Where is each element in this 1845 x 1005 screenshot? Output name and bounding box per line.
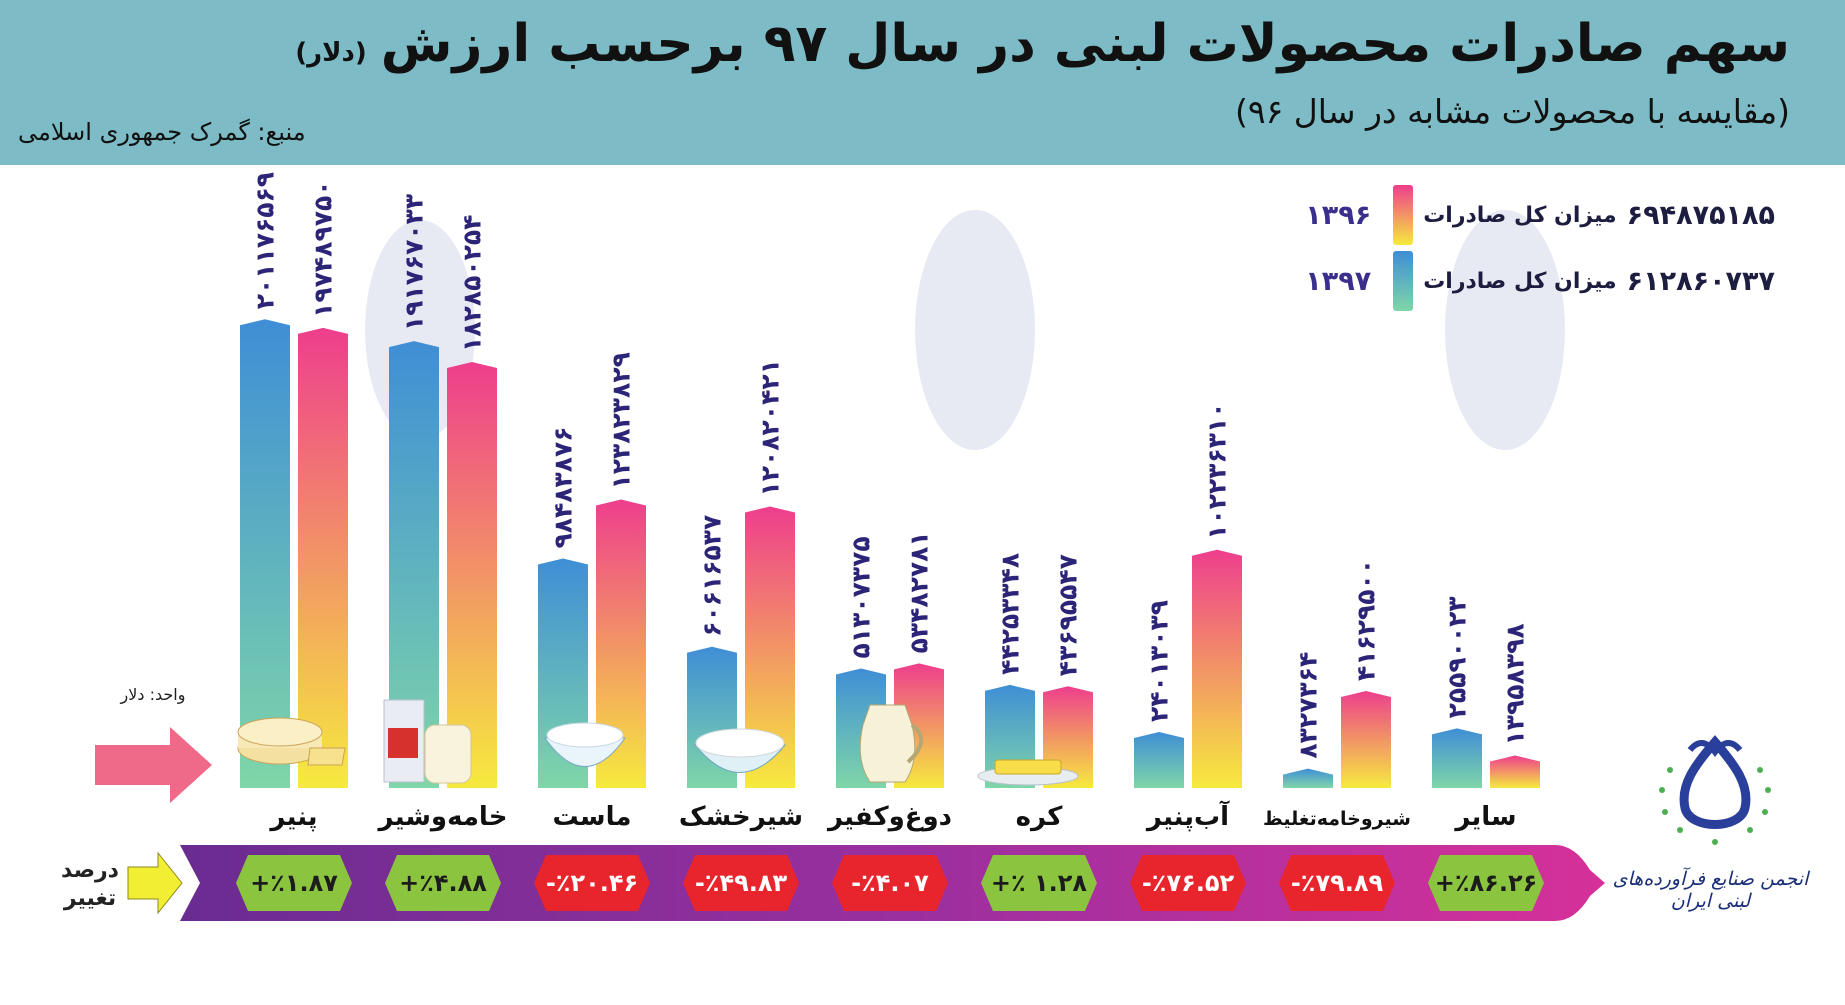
category-label-8: سایر: [1453, 802, 1516, 832]
cheese-icon: [237, 717, 346, 766]
percent-badge-2: [534, 855, 650, 911]
bars-group: [240, 319, 1540, 788]
milk-powder-icon: [693, 728, 787, 773]
percent-label-8: +٪۸۶.۲۶: [1435, 869, 1537, 897]
bar-1396-8: [1490, 755, 1540, 788]
percent-badge-7: [1279, 855, 1395, 911]
legend-label-1397: میزان کل صادرات: [1423, 268, 1617, 294]
legend-year-1396: ۱۳۹۶: [1305, 199, 1372, 231]
bar-1396-3: [745, 506, 795, 788]
bar-1396-7: [1341, 691, 1391, 788]
legend-item-1396: ۶۹۴۸۷۵۱۸۵ میزان کل صادرات ۱۳۹۶: [1305, 184, 1775, 246]
value-label-1396-8: ۱۳۹۵۸۳۹۸: [1501, 623, 1530, 745]
doogh-kefir-icon: [859, 704, 923, 783]
percent-label-0: +٪۱.۸۷: [250, 869, 338, 897]
percent-label-3: -٪۴۹.۸۳: [695, 869, 788, 897]
category-label-1: خامه‌وشیر: [377, 802, 508, 832]
bar-1396-2: [596, 499, 646, 788]
percent-label-2: -٪۲۰.۴۶: [546, 869, 638, 897]
association-logo: [1659, 735, 1771, 845]
percent-badge-3: [683, 855, 799, 911]
bar-1396-1: [447, 361, 497, 788]
source-note: منبع: گمرک جمهوری اسلامی: [18, 118, 306, 146]
bar-1396-6: [1192, 549, 1242, 788]
legend-total-1397: ۶۱۲۸۶۰۷۳۷: [1626, 265, 1775, 297]
butter-icon: [977, 759, 1079, 786]
bar-1397-7: [1283, 768, 1333, 788]
watermark-logo: [365, 210, 1565, 450]
chart-subtitle: (مقایسه با محصولات مشابه در سال ۹۶): [1234, 92, 1790, 131]
value-label-1397-7: ۸۳۲۷۳۶۴: [1294, 652, 1323, 759]
value-label-1396-0: ۱۹۷۴۸۹۷۵۰: [309, 181, 338, 318]
category-labels: پنیر خامه‌وشیر ماست شیرخشک دوغ‌وکفیر کره آب‌پن…: [268, 800, 1516, 832]
category-label-4: دوغ‌وکفیر: [826, 802, 952, 832]
value-label-1397-6: ۲۴۰۱۳۰۳۹: [1145, 600, 1174, 722]
change-arrow-icon: [127, 851, 183, 915]
title-unit: (دلار): [295, 38, 367, 68]
percent-badge-4: [832, 855, 948, 911]
value-label-1397-2: ۹۸۴۸۳۸۷۶: [549, 426, 578, 548]
logo-stars: [1659, 767, 1771, 845]
category-label-2: ماست: [553, 802, 632, 832]
logo-caption: انجمن صنایع فرآورده‌های لبنی ایران: [1612, 868, 1809, 912]
percent-badge-5: [981, 855, 1097, 911]
value-label-1396-5: ۴۳۶۹۵۵۴۷: [1054, 554, 1083, 676]
bar-1396-0: [298, 327, 348, 788]
percent-label-7: -٪۷۹.۸۹: [1291, 869, 1384, 897]
change-note: درصد تغییر: [61, 858, 119, 911]
category-label-5: کره: [1016, 802, 1064, 832]
value-label-1397-1: ۱۹۱۷۶۷۰۳۳: [400, 194, 429, 331]
legend-total-1396: ۶۹۴۸۷۵۱۸۵: [1626, 199, 1775, 231]
value-label-1396-1: ۱۸۲۸۵۰۲۵۴: [458, 215, 487, 352]
percent-label-1: +٪۴.۸۸: [399, 869, 487, 897]
legend-swatch-1396: [1393, 185, 1414, 245]
category-label-3: شیرخشک: [679, 802, 803, 832]
milk-cream-icon: [383, 699, 472, 784]
percent-label-5: +٪ ۱.۲۸: [991, 869, 1088, 897]
value-label-1397-8: ۲۵۵۹۰۰۲۳: [1443, 596, 1472, 718]
value-label-1396-6: ۱۰۲۲۳۶۳۱۰: [1203, 402, 1232, 539]
category-label-6: آب‌پنیر: [1145, 800, 1230, 832]
header-banner: سهم صادرات محصولات لبنی در سال ۹۷ برحسب …: [0, 0, 1845, 165]
bar-1397-8: [1432, 728, 1482, 788]
unit-note: واحد: دلار: [120, 685, 186, 704]
unit-arrow-icon: [95, 727, 212, 803]
category-label-7: شیروخامه‌تغلیظ: [1263, 808, 1411, 830]
value-label-1396-4: ۵۳۴۸۲۷۸۱: [905, 531, 934, 653]
title-text: سهم صادرات محصولات لبنی در سال ۹۷ برحسب …: [380, 14, 1790, 74]
value-label-1397-3: ۶۰۶۱۶۵۳۷: [698, 515, 727, 637]
value-label-1396-2: ۱۲۳۸۲۳۸۲۹: [607, 352, 636, 489]
percent-badge-0: [236, 855, 352, 911]
percent-badge-6: [1130, 855, 1246, 911]
bar-value-labels: ۲۰۱۱۷۶۵۶۹ ۱۹۷۴۸۹۷۵۰ ۱۹۱۷۶۷۰۳۳ ۱۸۲۸۵۰۲۵۴ ۹۸۴۸…: [251, 172, 1530, 759]
legend-year-1397: ۱۳۹۷: [1305, 265, 1372, 297]
value-label-1396-3: ۱۲۰۸۲۰۴۲۱: [756, 359, 785, 496]
bar-1397-6: [1134, 732, 1184, 788]
category-label-0: پنیر: [268, 802, 317, 832]
value-label-1396-7: ۴۱۶۲۹۵۰۰: [1352, 559, 1381, 681]
value-label-1397-5: ۴۴۲۵۳۳۴۸: [996, 553, 1025, 675]
value-label-1397-4: ۵۱۳۰۷۳۷۵: [847, 536, 876, 658]
legend-label-1396: میزان کل صادرات: [1423, 202, 1617, 228]
value-label-1397-0: ۲۰۱۱۷۶۵۶۹: [251, 172, 280, 309]
percent-label-4: -٪۴.۰۷: [851, 869, 929, 897]
bar-1397-1: [389, 341, 439, 788]
percent-label-6: -٪۷۶.۵۲: [1142, 869, 1235, 897]
logo-drop-icon: [1679, 735, 1751, 829]
bar-1397-0: [240, 319, 290, 788]
chart-title: سهم صادرات محصولات لبنی در سال ۹۷ برحسب …: [295, 14, 1790, 74]
percent-change-badges: +٪۱.۸۷ +٪۴.۸۸ -٪۲۰.۴۶ -٪۴۹.۸۳ -٪۴.۰۷ +٪ ۱.۲۸ -…: [236, 855, 1544, 911]
percent-badge-1: [385, 855, 501, 911]
percent-badge-8: [1428, 855, 1544, 911]
yogurt-icon: [544, 722, 626, 767]
legend-item-1397: ۶۱۲۸۶۰۷۳۷ میزان کل صادرات ۱۳۹۷: [1305, 250, 1775, 312]
legend-swatch-1397: [1393, 251, 1414, 311]
